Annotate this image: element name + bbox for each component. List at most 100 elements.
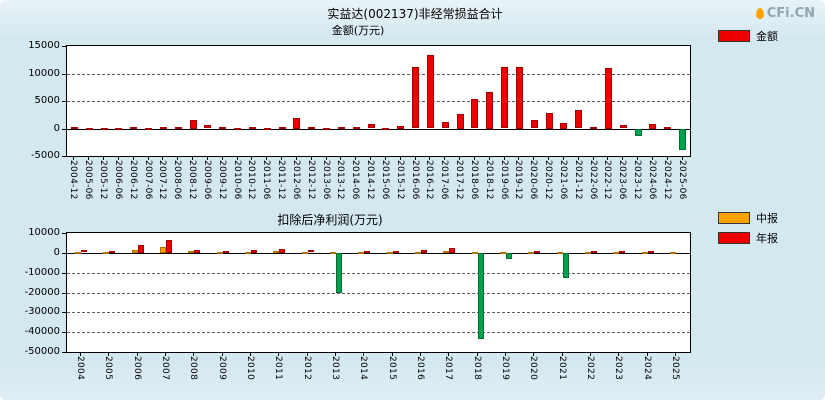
cfi-logo: CFi.CN xyxy=(755,6,815,21)
bar xyxy=(323,128,330,130)
legend-label: 金额 xyxy=(756,30,778,43)
bar xyxy=(75,252,81,254)
bar xyxy=(279,127,286,129)
gridline xyxy=(67,332,690,333)
x-axis-label: 2013-06 xyxy=(320,160,331,200)
x-axis-label: 2007 xyxy=(160,356,171,381)
bar xyxy=(501,67,508,128)
x-axis-tick xyxy=(504,157,505,160)
legend-item: 金额 xyxy=(718,28,778,44)
top-chart-title: 实益达(002137)非经常损益合计 xyxy=(327,7,503,21)
legend-swatch xyxy=(718,232,750,244)
x-axis-tick xyxy=(607,157,608,160)
x-axis-label: 2024-12 xyxy=(661,160,672,200)
bar xyxy=(619,251,625,253)
bar xyxy=(563,253,569,278)
x-axis-tick xyxy=(311,157,312,160)
bar xyxy=(368,124,375,128)
x-axis-tick xyxy=(392,353,393,356)
bar xyxy=(138,245,144,253)
x-axis-tick xyxy=(118,157,119,160)
x-axis-label: 2008-12 xyxy=(187,160,198,200)
y-axis-label: 10000 xyxy=(28,227,60,238)
x-axis-tick xyxy=(682,157,683,160)
bar xyxy=(471,99,478,128)
x-axis-label: 2008 xyxy=(188,356,199,381)
bar xyxy=(86,128,93,130)
bar xyxy=(427,55,434,128)
x-axis-label: 2023 xyxy=(613,356,624,381)
y-axis-tick xyxy=(62,129,66,130)
bar xyxy=(336,253,342,293)
bar xyxy=(590,127,597,129)
x-axis-tick xyxy=(563,157,564,160)
bar xyxy=(575,110,582,128)
x-axis-label: 2013 xyxy=(330,356,341,381)
x-axis-label: 2006 xyxy=(131,356,142,381)
y-axis-tick xyxy=(62,46,66,47)
bar xyxy=(412,67,419,128)
x-axis-tick xyxy=(590,353,591,356)
bar xyxy=(251,250,257,253)
x-axis-label: 2011-06 xyxy=(261,160,272,200)
bar xyxy=(175,127,182,129)
bar xyxy=(204,125,211,128)
bar xyxy=(642,252,648,254)
bar xyxy=(421,250,427,253)
bar xyxy=(528,252,534,254)
y-axis-tick xyxy=(62,352,66,353)
y-axis-label: 10000 xyxy=(28,68,60,79)
x-axis-label: 2018 xyxy=(471,356,482,381)
x-axis-label: 2019-06 xyxy=(498,160,509,200)
bottom-chart-legend: 中报 年报 xyxy=(718,210,778,246)
bar xyxy=(382,128,389,130)
bar xyxy=(219,127,226,129)
bar xyxy=(245,252,251,254)
y-axis-label: 15000 xyxy=(28,40,60,51)
x-axis-label: 2015 xyxy=(386,356,397,381)
x-axis-tick xyxy=(667,157,668,160)
bar xyxy=(478,253,484,339)
gridline xyxy=(67,312,690,313)
gridline xyxy=(67,101,690,102)
bar xyxy=(531,120,538,128)
x-axis-tick xyxy=(415,157,416,160)
x-axis-tick xyxy=(385,157,386,160)
bar xyxy=(670,252,676,254)
legend-item: 年报 xyxy=(718,230,778,246)
x-axis-tick xyxy=(80,353,81,356)
bar xyxy=(449,248,455,253)
bar xyxy=(223,251,229,253)
bottom-chart-title: 扣除后净利润(万元) xyxy=(277,213,383,227)
x-axis-label: 2010-12 xyxy=(246,160,257,200)
bar xyxy=(302,252,308,254)
x-axis-tick xyxy=(222,353,223,356)
x-axis-tick xyxy=(326,157,327,160)
x-axis-tick xyxy=(103,157,104,160)
bar xyxy=(358,252,364,254)
bar xyxy=(648,251,654,253)
x-axis-label: 2021-06 xyxy=(557,160,568,200)
x-axis-label: 2012-06 xyxy=(290,160,301,200)
x-axis-tick xyxy=(251,157,252,160)
x-axis-label: 2021 xyxy=(556,356,567,381)
x-axis-label: 2014-06 xyxy=(350,160,361,200)
bar xyxy=(620,125,627,128)
x-axis-label: 2009 xyxy=(216,356,227,381)
x-axis-label: 2018-06 xyxy=(468,160,479,200)
x-axis-tick xyxy=(193,353,194,356)
bar xyxy=(194,250,200,253)
x-axis-label: 2005-06 xyxy=(83,160,94,200)
x-axis-label: 2020-12 xyxy=(543,160,554,200)
x-axis-label: 2014 xyxy=(358,356,369,381)
x-axis-tick xyxy=(477,353,478,356)
bar xyxy=(130,127,137,129)
bar xyxy=(387,252,393,254)
bar xyxy=(546,113,553,129)
x-axis-tick xyxy=(148,157,149,160)
x-axis-tick xyxy=(578,157,579,160)
y-axis-tick xyxy=(62,233,66,234)
x-axis-tick xyxy=(340,157,341,160)
gridline xyxy=(67,273,690,274)
x-axis-tick xyxy=(459,157,460,160)
